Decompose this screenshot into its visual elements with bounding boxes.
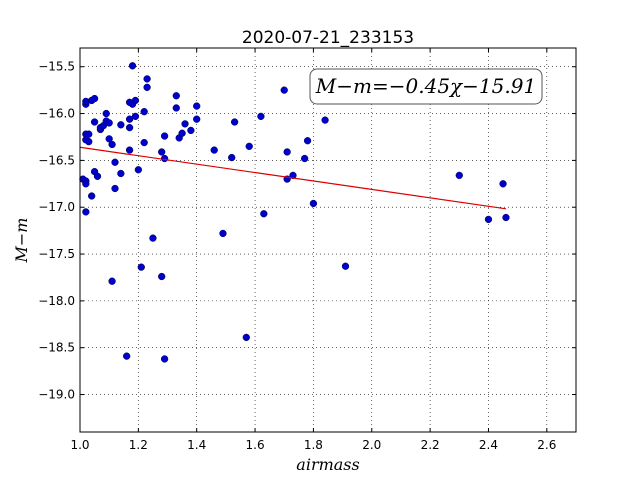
- data-point: [178, 129, 186, 137]
- data-point: [131, 112, 140, 121]
- data-point: [158, 272, 166, 281]
- y-tick-label: −15.5: [38, 60, 75, 74]
- data-point: [82, 208, 90, 216]
- data-point: [172, 104, 180, 112]
- data-point: [117, 121, 125, 129]
- data-point: [93, 172, 102, 180]
- data-points: [79, 62, 510, 363]
- data-point: [283, 148, 291, 156]
- data-point: [149, 234, 157, 242]
- data-point: [455, 171, 463, 180]
- x-tick-label: 1.4: [187, 438, 206, 452]
- fit-equation: M−m=−0.45χ−15.91: [315, 74, 536, 98]
- data-point: [102, 109, 110, 118]
- data-point: [230, 118, 239, 126]
- data-point: [484, 215, 493, 224]
- x-tick-label: 2.0: [362, 438, 381, 452]
- data-point: [160, 355, 169, 363]
- y-tick-label: −16.5: [38, 153, 75, 167]
- data-point: [140, 108, 148, 116]
- data-point: [125, 115, 134, 123]
- data-point: [228, 153, 236, 162]
- x-tick-label: 2.2: [421, 438, 440, 452]
- data-point: [143, 75, 151, 83]
- data-point: [125, 123, 134, 132]
- data-point: [193, 115, 201, 123]
- x-tick-label: 1.6: [246, 438, 265, 452]
- data-point: [289, 171, 297, 180]
- data-point: [181, 120, 189, 128]
- data-point: [321, 116, 329, 124]
- data-point: [143, 83, 151, 91]
- data-point: [301, 154, 309, 163]
- data-point: [128, 62, 137, 70]
- y-tick-label: −18.5: [38, 341, 75, 355]
- data-point: [111, 158, 119, 166]
- data-point: [90, 94, 99, 103]
- y-tick-label: −16.0: [38, 107, 75, 121]
- data-point: [242, 333, 250, 342]
- data-point: [105, 119, 113, 127]
- chart-title: 2020-07-21_233153: [242, 28, 414, 48]
- data-point: [123, 352, 131, 360]
- data-point: [187, 126, 195, 135]
- y-tick-label: −19.0: [38, 388, 75, 402]
- data-point: [108, 277, 116, 285]
- data-point: [193, 102, 201, 110]
- y-tick-label: −17.0: [38, 200, 75, 214]
- data-point: [134, 166, 143, 174]
- y-tick-label: −18.0: [38, 294, 75, 308]
- x-tick-label: 1.8: [304, 438, 323, 452]
- data-point: [341, 262, 350, 270]
- data-point: [502, 213, 510, 222]
- data-point: [160, 154, 169, 163]
- data-point: [85, 138, 93, 146]
- fit-line-group: [79, 146, 507, 210]
- plot-frame: [79, 47, 577, 433]
- data-point: [245, 142, 253, 150]
- data-point: [158, 148, 166, 156]
- data-point: [111, 184, 119, 193]
- data-point: [499, 180, 507, 188]
- axis-ticks: 1.0 1.2 1.4 1.6 1.8 2.0 2.2 2.4 2.6 −15.5 −16.0 −16…: [38, 48, 576, 452]
- data-point: [88, 192, 96, 200]
- data-point: [105, 135, 113, 143]
- data-point: [140, 138, 148, 147]
- x-axis-label: airmass: [296, 455, 359, 474]
- data-point: [260, 210, 268, 218]
- fit-annotation: M−m=−0.45χ−15.91: [309, 68, 543, 105]
- data-point: [303, 137, 312, 145]
- data-point: [309, 199, 318, 208]
- data-point: [280, 86, 288, 94]
- data-point: [108, 140, 116, 149]
- data-point: [85, 130, 93, 138]
- x-tick-label: 1.0: [70, 438, 89, 452]
- data-point: [210, 146, 218, 154]
- data-point: [90, 118, 99, 126]
- data-point: [131, 96, 140, 105]
- data-point: [82, 180, 90, 188]
- data-point: [117, 169, 125, 178]
- x-tick-label: 1.2: [129, 438, 148, 452]
- fit-line: [79, 146, 507, 210]
- x-tick-label: 2.6: [537, 438, 556, 452]
- data-point: [125, 146, 134, 154]
- grid: [79, 48, 576, 432]
- data-point: [160, 132, 169, 140]
- x-tick-label: 2.4: [479, 438, 498, 452]
- data-point: [137, 263, 145, 271]
- data-point: [257, 112, 265, 121]
- annotation-box: [309, 68, 543, 105]
- data-point: [172, 92, 180, 100]
- y-tick-label: −17.5: [38, 247, 75, 261]
- data-point: [219, 229, 227, 238]
- y-axis-label: M−m: [12, 218, 31, 264]
